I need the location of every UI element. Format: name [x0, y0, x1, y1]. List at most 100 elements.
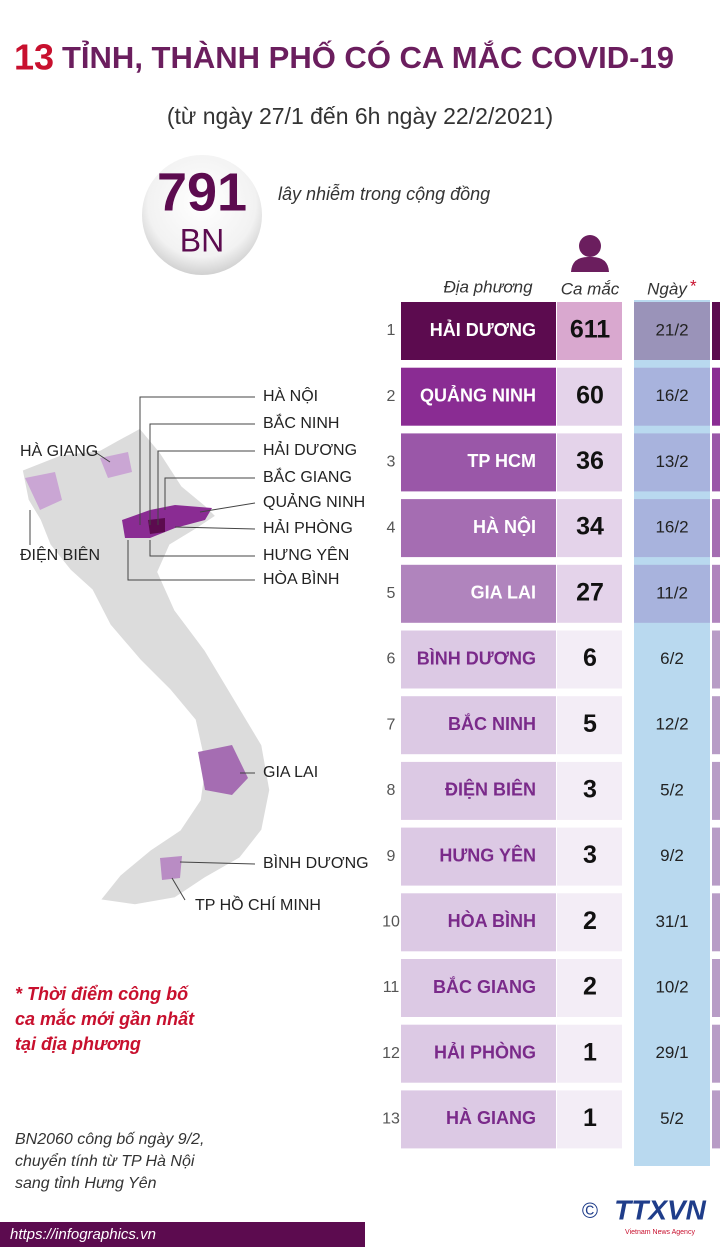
rank: 10 — [382, 914, 400, 931]
date: 9/2 — [660, 846, 684, 865]
map-label: HÀ NỘI — [263, 386, 318, 405]
rank: 1 — [387, 322, 396, 339]
count-cell — [557, 827, 622, 886]
leader-line — [199, 502, 256, 513]
count-cell — [557, 696, 622, 755]
leader-line — [94, 451, 111, 463]
map-label: HƯNG YÊN — [263, 545, 349, 564]
province-name: HÀ GIANG — [446, 1107, 536, 1128]
count-cell — [557, 761, 622, 820]
province-name: GIA LAI — [471, 583, 536, 603]
region-hai-duong — [148, 518, 165, 534]
rank: 3 — [387, 454, 396, 471]
rank: 8 — [387, 782, 396, 799]
map-labels: HÀ NỘI BẮC NINH HẢI DƯƠNG BẮC GIANG QUẢNG NI… — [20, 386, 369, 914]
footer-bar — [0, 1222, 365, 1247]
date: 11/2 — [656, 583, 688, 602]
copyright: © — [582, 1198, 598, 1223]
map-label: HẢI DƯƠNG — [263, 440, 357, 459]
rank: 9 — [387, 848, 396, 865]
date: 16/2 — [655, 518, 688, 537]
map-label: HÒA BÌNH — [263, 569, 339, 588]
count-cell — [557, 302, 622, 360]
province-name: HẢI DƯƠNG — [430, 319, 536, 340]
rank: 4 — [387, 519, 396, 536]
rank: 13 — [382, 1111, 400, 1128]
summary-number: 791 — [157, 162, 247, 222]
date: 21/2 — [655, 320, 688, 339]
date-cell — [634, 433, 710, 492]
row-strip — [712, 302, 720, 360]
province-name: HÒA BÌNH — [448, 910, 536, 931]
summary-circle — [142, 155, 262, 275]
logo: TTXVN — [614, 1194, 707, 1225]
leader-line — [149, 540, 255, 557]
name-cell — [401, 302, 556, 360]
region-dien-bien — [25, 472, 62, 510]
map-label: HẢI PHÒNG — [263, 518, 353, 537]
summary-unit: BN — [180, 222, 224, 258]
region-north-delta — [122, 505, 212, 538]
table: Địa phương Ca mắc Ngày *1 HẢI DƯƠNG 611 21/22 Q… — [382, 276, 720, 1166]
date: 13/2 — [655, 452, 688, 471]
row-strip — [712, 630, 720, 689]
row-strip — [712, 696, 720, 755]
case-count: 2 — [583, 973, 597, 1001]
column-header: Ngày — [647, 279, 688, 298]
date: 12/2 — [655, 715, 688, 734]
case-count: 3 — [583, 841, 597, 869]
rank: 12 — [382, 1045, 400, 1062]
date: 31/1 — [655, 912, 688, 931]
count-cell — [557, 564, 622, 623]
case-count: 6 — [583, 644, 597, 672]
province-name: HƯNG YÊN — [439, 844, 536, 865]
column-header-mark: * — [690, 276, 697, 295]
province-name: BẮC NINH — [448, 713, 536, 734]
name-cell — [401, 499, 556, 558]
map-label: ĐIỆN BIÊN — [20, 545, 100, 564]
case-count: 3 — [583, 776, 597, 804]
name-cell — [401, 433, 556, 492]
case-count: 1 — [583, 1104, 597, 1132]
count-cell — [557, 499, 622, 558]
map-label: TP HỒ CHÍ MINH — [195, 895, 321, 914]
notes: * Thời điểm công bố ca mắc mới gần nhất tạ… — [15, 984, 204, 1192]
name-cell — [401, 959, 556, 1017]
logo-sub: Vietnam News Agency — [625, 1229, 695, 1236]
name-cell — [401, 1024, 556, 1083]
count-cell — [557, 1090, 622, 1149]
name-cell — [401, 1090, 556, 1149]
province-name: HẢI PHÒNG — [434, 1041, 536, 1062]
row-strip — [712, 367, 720, 426]
province-name: HÀ NỘI — [473, 516, 536, 537]
map-label: HÀ GIANG — [20, 441, 98, 460]
region-gia-lai — [198, 745, 248, 795]
date-cell — [634, 564, 710, 623]
row-strip — [712, 1090, 720, 1149]
case-count: 2 — [583, 907, 597, 935]
count-cell — [557, 1024, 622, 1083]
row-strip — [712, 433, 720, 492]
row-strip — [712, 893, 720, 952]
date: 29/1 — [655, 1043, 688, 1062]
name-cell — [401, 630, 556, 689]
case-count: 5 — [583, 710, 597, 738]
rank: 5 — [387, 585, 396, 602]
province-name: BÌNH DƯƠNG — [417, 647, 536, 668]
date: 10/2 — [655, 977, 688, 996]
region-ha-giang — [100, 452, 132, 478]
case-count: 60 — [576, 381, 604, 409]
date-cell — [634, 499, 710, 558]
count-cell — [557, 630, 622, 689]
row-strip — [712, 761, 720, 820]
rank: 6 — [387, 651, 396, 668]
asterisk-note: ca mắc mới gần nhất — [15, 1008, 195, 1029]
row-strip — [712, 1024, 720, 1083]
row-strip — [712, 499, 720, 558]
map-label: BẮC GIANG — [263, 467, 352, 486]
transfer-note: chuyển tính từ TP Hà Nội — [15, 1152, 195, 1170]
count-cell — [557, 959, 622, 1017]
date: 5/2 — [660, 780, 684, 799]
column-header: Địa phương — [443, 277, 533, 296]
